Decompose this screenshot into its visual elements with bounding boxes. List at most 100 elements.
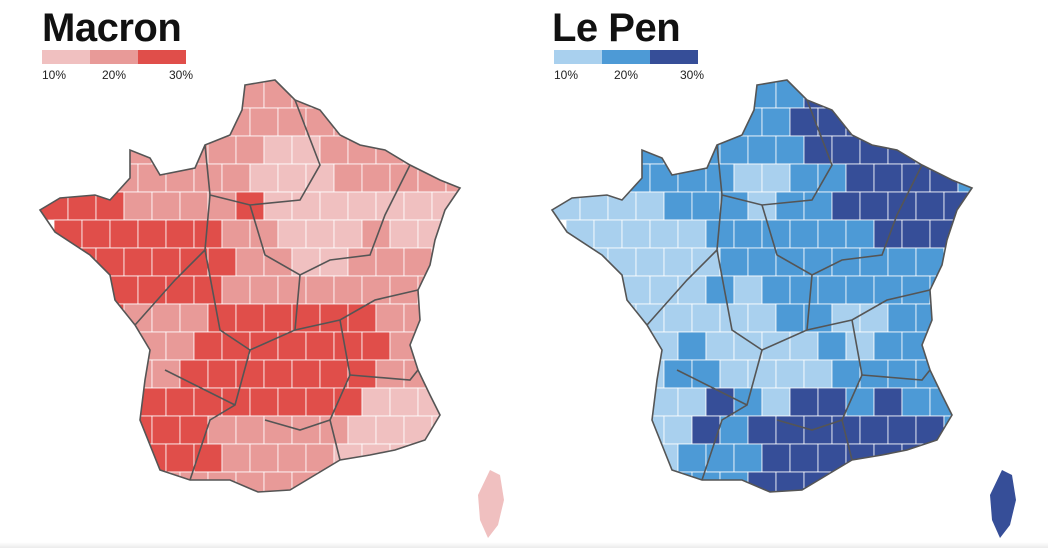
department-area <box>789 163 819 193</box>
department-area <box>207 247 237 277</box>
legend-tick-20: 20% <box>102 68 127 82</box>
department-area <box>873 331 903 361</box>
department-area <box>151 247 181 277</box>
legend-tick-20: 20% <box>614 68 639 82</box>
department-area <box>986 164 1014 192</box>
legend-swatch-high <box>138 50 186 64</box>
department-area <box>887 471 917 492</box>
department-area <box>193 387 223 417</box>
department-area <box>733 219 763 249</box>
department-area <box>663 415 693 445</box>
department-area <box>375 415 405 445</box>
department-area <box>859 80 889 109</box>
department-area <box>887 415 917 445</box>
department-area <box>761 275 791 305</box>
department-area <box>705 331 735 361</box>
department-area <box>95 359 125 389</box>
department-area <box>319 191 349 221</box>
department-area <box>705 443 735 473</box>
department-area <box>305 387 335 417</box>
department-area <box>649 275 679 305</box>
legend-swatch-mid <box>90 50 138 64</box>
department-area <box>719 135 749 165</box>
department-area <box>986 332 1014 360</box>
department-area <box>775 359 805 389</box>
department-area <box>873 107 903 137</box>
department-area <box>677 331 707 361</box>
department-area <box>803 135 833 165</box>
department-area <box>53 107 83 137</box>
department-area <box>445 219 460 249</box>
department-area <box>403 303 433 333</box>
department-area <box>277 107 307 137</box>
department-area <box>109 331 139 361</box>
department-area <box>431 191 460 221</box>
department-area <box>621 219 651 249</box>
department-area <box>361 443 391 473</box>
department-area <box>445 387 460 417</box>
department-area <box>873 443 903 473</box>
department-area <box>277 219 307 249</box>
department-area <box>971 135 972 165</box>
department-area <box>67 415 97 445</box>
department-area <box>691 303 721 333</box>
department-area <box>845 163 875 193</box>
department-area <box>593 387 623 417</box>
department-area <box>733 331 763 361</box>
department-area <box>305 331 335 361</box>
department-area <box>887 247 917 277</box>
department-area <box>361 107 391 137</box>
department-area <box>40 135 69 165</box>
department-area <box>859 359 889 389</box>
department-area <box>957 219 972 249</box>
legend-swatch-low <box>554 50 602 64</box>
department-area <box>621 387 651 417</box>
department-area <box>277 387 307 417</box>
department-area <box>165 443 195 473</box>
department-area <box>123 247 153 277</box>
department-area <box>263 471 293 492</box>
department-area <box>859 471 889 492</box>
department-area <box>957 443 972 473</box>
department-area <box>67 471 97 492</box>
department-area <box>719 359 749 389</box>
department-area <box>95 135 125 165</box>
department-area <box>151 80 181 109</box>
department-area <box>403 80 433 109</box>
department-area <box>929 331 959 361</box>
department-area <box>319 471 349 492</box>
department-area <box>565 163 595 193</box>
department-area <box>431 471 460 492</box>
department-area <box>291 359 321 389</box>
corsica <box>990 470 1016 538</box>
department-area <box>635 247 665 277</box>
region-borders <box>134 99 419 481</box>
department-area <box>552 471 581 492</box>
department-area <box>151 415 181 445</box>
department-area <box>81 107 111 137</box>
department-area <box>607 303 637 333</box>
department-area <box>649 163 679 193</box>
department-grid <box>40 80 460 492</box>
department-area <box>663 247 693 277</box>
department-area <box>151 303 181 333</box>
department-area <box>445 275 460 305</box>
department-area <box>207 471 237 492</box>
department-area <box>552 415 581 445</box>
department-area <box>761 331 791 361</box>
department-area <box>123 135 153 165</box>
department-area <box>831 80 861 109</box>
department-area <box>179 471 209 492</box>
department-area <box>817 387 847 417</box>
bottom-fade <box>0 542 1048 548</box>
department-area <box>705 275 735 305</box>
department-area <box>943 303 972 333</box>
department-area <box>151 135 181 165</box>
department-area <box>459 415 460 445</box>
department-area <box>179 135 209 165</box>
department-area <box>333 275 363 305</box>
department-area <box>943 191 972 221</box>
department-area <box>263 191 293 221</box>
legend-tick-10: 10% <box>42 68 67 82</box>
department-area <box>151 471 181 492</box>
